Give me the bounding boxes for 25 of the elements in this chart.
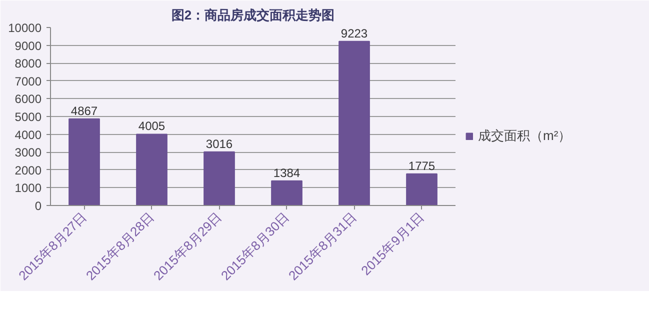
data-label: 1775 — [408, 158, 436, 173]
y-tick-label: 8000 — [14, 56, 42, 71]
data-label: 1384 — [273, 166, 300, 180]
data-label: 9223 — [340, 26, 368, 40]
y-tick-label: 0 — [34, 199, 42, 213]
y-tick-label: 1000 — [14, 181, 42, 196]
bar — [68, 118, 100, 206]
y-tick-label: 9000 — [14, 38, 42, 53]
data-label: 4867 — [70, 104, 98, 118]
y-tick-label: 7000 — [14, 74, 42, 88]
bar — [338, 40, 370, 206]
data-label: 3016 — [206, 136, 233, 151]
bar — [204, 151, 235, 206]
y-tick-label: 3000 — [14, 146, 42, 160]
y-tick-label: 10000 — [8, 21, 42, 35]
y-tick-label: 4000 — [14, 128, 42, 142]
y-tick-label: 5000 — [14, 110, 42, 124]
y-tick-label: 6000 — [14, 92, 42, 106]
legend-label: 成交面积（m²） — [478, 127, 572, 145]
y-tick-label: 2000 — [14, 163, 42, 178]
bar — [406, 173, 438, 206]
data-label: 4005 — [138, 119, 166, 134]
chart-title: 图2：商品房成交面积走势图 — [171, 8, 335, 22]
bar — [136, 134, 168, 206]
bar — [271, 180, 302, 206]
